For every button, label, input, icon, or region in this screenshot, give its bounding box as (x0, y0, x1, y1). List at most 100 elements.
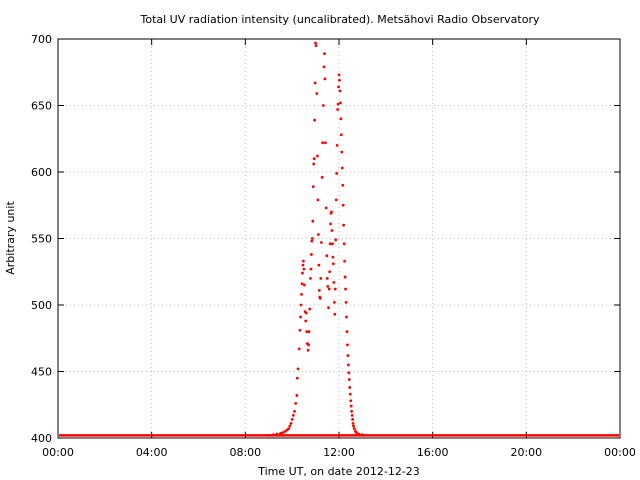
data-point (314, 41, 317, 45)
data-point (346, 343, 349, 347)
data-point (345, 330, 349, 333)
data-point (281, 431, 285, 435)
data-point (312, 162, 316, 166)
data-point (340, 150, 344, 154)
data-point (336, 108, 339, 111)
data-point (325, 277, 329, 280)
data-point (320, 241, 323, 244)
data-point (349, 399, 353, 403)
data-point (341, 183, 345, 187)
data-point (309, 267, 313, 271)
data-point (348, 392, 352, 396)
data-point (321, 141, 325, 145)
y-tick-label: 700 (31, 33, 52, 46)
data-point (313, 118, 317, 122)
data-point (334, 198, 338, 202)
data-point (333, 287, 337, 291)
data-point (331, 255, 335, 259)
chart-title: Total UV radiation intensity (uncalibrat… (140, 13, 540, 26)
data-point (332, 300, 336, 304)
data-point (351, 421, 355, 425)
data-point (309, 253, 313, 256)
data-point (293, 410, 296, 413)
data-point (361, 433, 364, 437)
data-point (307, 330, 311, 333)
data-point (335, 171, 339, 175)
data-point (342, 223, 346, 227)
data-point (347, 371, 351, 375)
data-point (335, 144, 339, 147)
data-point (332, 280, 336, 284)
data-point (341, 203, 345, 207)
data-point (327, 287, 331, 291)
data-point (287, 427, 291, 431)
x-tick-label: 20:00 (510, 446, 542, 459)
data-point (352, 424, 355, 428)
data-point (275, 432, 279, 436)
data-point (310, 239, 314, 243)
data-point (299, 315, 302, 319)
y-tick-label: 500 (31, 299, 52, 312)
x-tick-label: 08:00 (229, 446, 261, 459)
data-point (316, 154, 319, 158)
y-tick-label: 650 (31, 100, 52, 113)
data-point (291, 413, 295, 417)
data-point (329, 222, 332, 226)
data-point (355, 431, 358, 435)
data-point (328, 270, 332, 274)
data-point (349, 404, 353, 408)
data-point (326, 284, 330, 288)
data-point (352, 427, 356, 431)
data-point (311, 185, 315, 189)
data-point (324, 206, 328, 210)
data-point (350, 410, 354, 413)
data-point (328, 242, 332, 246)
data-point (330, 229, 334, 232)
data-point (302, 259, 305, 263)
data-point (336, 102, 340, 106)
data-point (339, 133, 343, 137)
data-point (297, 347, 301, 351)
y-tick-label: 400 (31, 432, 52, 445)
data-point (348, 386, 352, 389)
data-point (319, 277, 323, 280)
data-point (294, 402, 298, 405)
y-axis-label: Arbitrary unit (4, 201, 17, 275)
data-point (337, 85, 340, 89)
data-point (342, 242, 346, 246)
data-point (313, 81, 317, 85)
data-point (299, 303, 303, 307)
data-point (302, 267, 306, 271)
data-point (289, 421, 293, 425)
data-point (344, 300, 348, 304)
data-point (288, 424, 292, 428)
y-tick-label: 450 (31, 366, 52, 379)
data-point (304, 311, 308, 315)
data-point (340, 166, 344, 170)
data-point (267, 433, 271, 437)
data-point (300, 282, 304, 286)
y-tick-label: 550 (31, 233, 52, 246)
data-point (317, 288, 321, 292)
data-point (322, 65, 326, 69)
data-point (317, 263, 321, 267)
data-point (312, 157, 316, 161)
data-point (315, 92, 319, 95)
data-point (334, 238, 338, 242)
x-tick-label: 12:00 (323, 446, 355, 459)
data-point (301, 263, 305, 267)
data-point (296, 367, 300, 371)
data-point (320, 175, 324, 179)
data-point (351, 417, 354, 421)
data-point (309, 277, 312, 280)
x-tick-label: 04:00 (136, 446, 168, 459)
grid-lines (58, 39, 620, 438)
data-point (295, 376, 299, 380)
data-point (316, 198, 320, 202)
data-point (330, 210, 333, 214)
data-point (331, 262, 335, 266)
data-point (311, 219, 315, 223)
x-axis-label: Time UT, on date 2012-12-23 (257, 465, 420, 478)
data-point (318, 296, 322, 300)
